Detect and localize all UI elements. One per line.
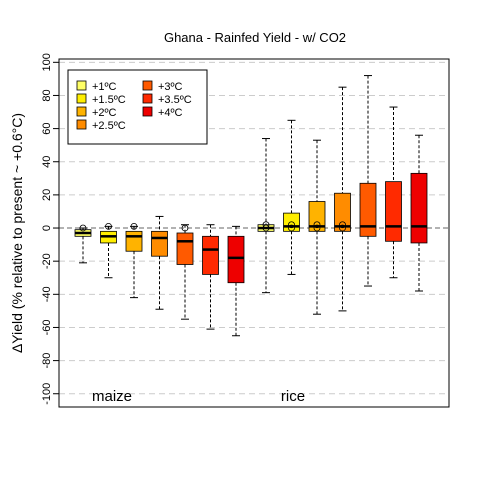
legend: +1ºC+1.5ºC+2ºC+2.5ºC +3ºC+3.5ºC+4ºC [67, 69, 208, 145]
y-axis: -100 -80 -60 -40 -20 0 20 40 60 80 100 [41, 53, 60, 407]
legend-item: +4ºC [142, 106, 183, 119]
y-tick-label: -100 [41, 383, 53, 405]
y-tick-label: 60 [41, 122, 53, 134]
chart-title: Ghana - Rainfed Yield - w/ CO2 [164, 30, 346, 45]
legend-label: +2ºC [92, 107, 117, 119]
outlier-point [339, 224, 346, 232]
legend-swatch [142, 93, 153, 104]
outlier-point [262, 221, 270, 229]
box-rice-0 [257, 138, 275, 294]
legend-item: +3ºC [142, 80, 183, 93]
box-rice-6 [410, 134, 428, 292]
legend-swatch [142, 80, 153, 91]
group-labels: maize rice [92, 388, 305, 405]
group-label-maize: maize [92, 388, 132, 405]
y-tick-label: 40 [41, 156, 53, 168]
y-tick-label: 20 [41, 189, 53, 201]
box-rice-3 [334, 86, 351, 312]
box-iqr [359, 182, 377, 237]
legend-item: +1.5ºC [76, 93, 126, 106]
legend-item: +1ºC [76, 80, 117, 93]
box-rice-1 [283, 119, 300, 275]
legend-label: +3.5ºC [158, 94, 192, 106]
outlier-point [288, 224, 295, 232]
y-axis-label: ΔYield (% relative to present ~ +0.6°C) [9, 113, 25, 353]
box-iqr [125, 230, 143, 252]
legend-swatch [76, 119, 87, 130]
legend-swatch [76, 93, 87, 104]
legend-label: +2.5ºC [92, 120, 126, 132]
y-tick-label: -40 [41, 286, 53, 302]
outlier-point [79, 224, 87, 232]
legend-item: +2.5ºC [76, 119, 126, 132]
y-tick-label: 100 [41, 53, 53, 71]
box-iqr [176, 232, 194, 265]
box-iqr [410, 172, 428, 244]
box-maize-1 [100, 222, 117, 279]
box-maize-3 [151, 215, 168, 310]
plot-frame [58, 58, 450, 408]
y-tick-label: -80 [41, 353, 53, 369]
box-rice-4 [359, 75, 377, 287]
legend-item: +2ºC [76, 106, 117, 119]
box-iqr [283, 212, 300, 232]
y-tick-label: -60 [41, 320, 53, 336]
box-iqr [227, 235, 245, 284]
outlier-point [339, 221, 346, 229]
legend-frame [67, 69, 208, 145]
outlier-point [288, 221, 295, 229]
outlier-point [181, 224, 189, 232]
legend-label: +4ºC [158, 107, 183, 119]
legend-item: +3.5ºC [142, 93, 192, 106]
legend-label: +3ºC [158, 81, 183, 93]
box-maize-2 [125, 222, 143, 299]
box-maize-6 [227, 225, 245, 337]
box-plots [74, 75, 428, 337]
legend-swatch [142, 106, 153, 117]
outlier-point [130, 222, 138, 230]
outlier-point [313, 224, 321, 232]
box-maize-0 [74, 224, 92, 264]
box-iqr [385, 181, 402, 242]
outlier-point [313, 221, 321, 229]
outlier-point [262, 224, 270, 232]
y-tick-label: 80 [41, 89, 53, 101]
box-iqr [202, 235, 219, 275]
group-label-rice: rice [281, 388, 305, 405]
box-rice-2 [308, 139, 326, 315]
y-tick-label: -20 [41, 253, 53, 269]
legend-label: +1ºC [92, 81, 117, 93]
legend-swatch [76, 80, 87, 91]
box-iqr [151, 230, 168, 257]
box-rice-5 [385, 106, 402, 279]
outlier-point [105, 222, 112, 230]
legend-swatch [76, 106, 87, 117]
legend-label: +1.5ºC [92, 94, 126, 106]
y-tick-label: 0 [41, 225, 53, 231]
grid-lines [59, 61, 449, 395]
box-maize-5 [202, 224, 219, 330]
box-maize-4 [176, 224, 194, 320]
